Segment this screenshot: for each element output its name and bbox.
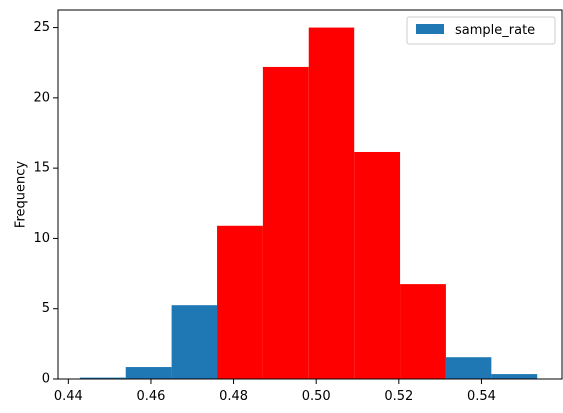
y-axis-label: Frequency — [14, 161, 29, 228]
y-tick-label: 25 — [33, 20, 50, 35]
bars-layer — [79, 27, 538, 379]
histogram-bar-6 — [354, 151, 401, 379]
x-tick-label: 0.52 — [384, 389, 413, 404]
histogram-bar-3 — [217, 225, 263, 379]
x-tick-label: 0.48 — [219, 389, 248, 404]
histogram-bar-8 — [445, 357, 492, 379]
histogram-bar-1 — [125, 367, 172, 379]
histogram-bar-0 — [79, 377, 126, 379]
plot-frame — [57, 9, 563, 380]
axes-layer — [57, 9, 563, 380]
legend-swatch-sample-rate — [416, 24, 444, 34]
histogram-bar-9 — [491, 374, 538, 379]
y-tick-label: 10 — [33, 231, 50, 246]
y-tick-label: 15 — [33, 161, 50, 176]
x-axis-ticks: 0.44 0.46 0.48 0.50 0.52 0.54 — [54, 379, 496, 404]
legend-box — [406, 16, 556, 45]
x-tick-label: 0.50 — [302, 389, 331, 404]
y-axis-ticks: 0 5 10 15 20 25 — [33, 20, 58, 387]
x-tick-label: 0.54 — [467, 389, 496, 404]
y-tick-label: 5 — [42, 301, 50, 316]
x-tick-label: 0.44 — [54, 389, 83, 404]
histogram-bar-2 — [171, 305, 218, 379]
histogram-bar-5 — [308, 27, 355, 379]
legend-label-sample-rate: sample_rate — [455, 23, 535, 38]
y-tick-label: 20 — [33, 90, 50, 105]
y-tick-label: 0 — [42, 372, 50, 387]
histogram-bar-4 — [262, 66, 309, 379]
x-tick-label: 0.46 — [136, 389, 165, 404]
histogram-bar-7 — [400, 284, 446, 379]
legend: sample_rate — [406, 16, 556, 45]
